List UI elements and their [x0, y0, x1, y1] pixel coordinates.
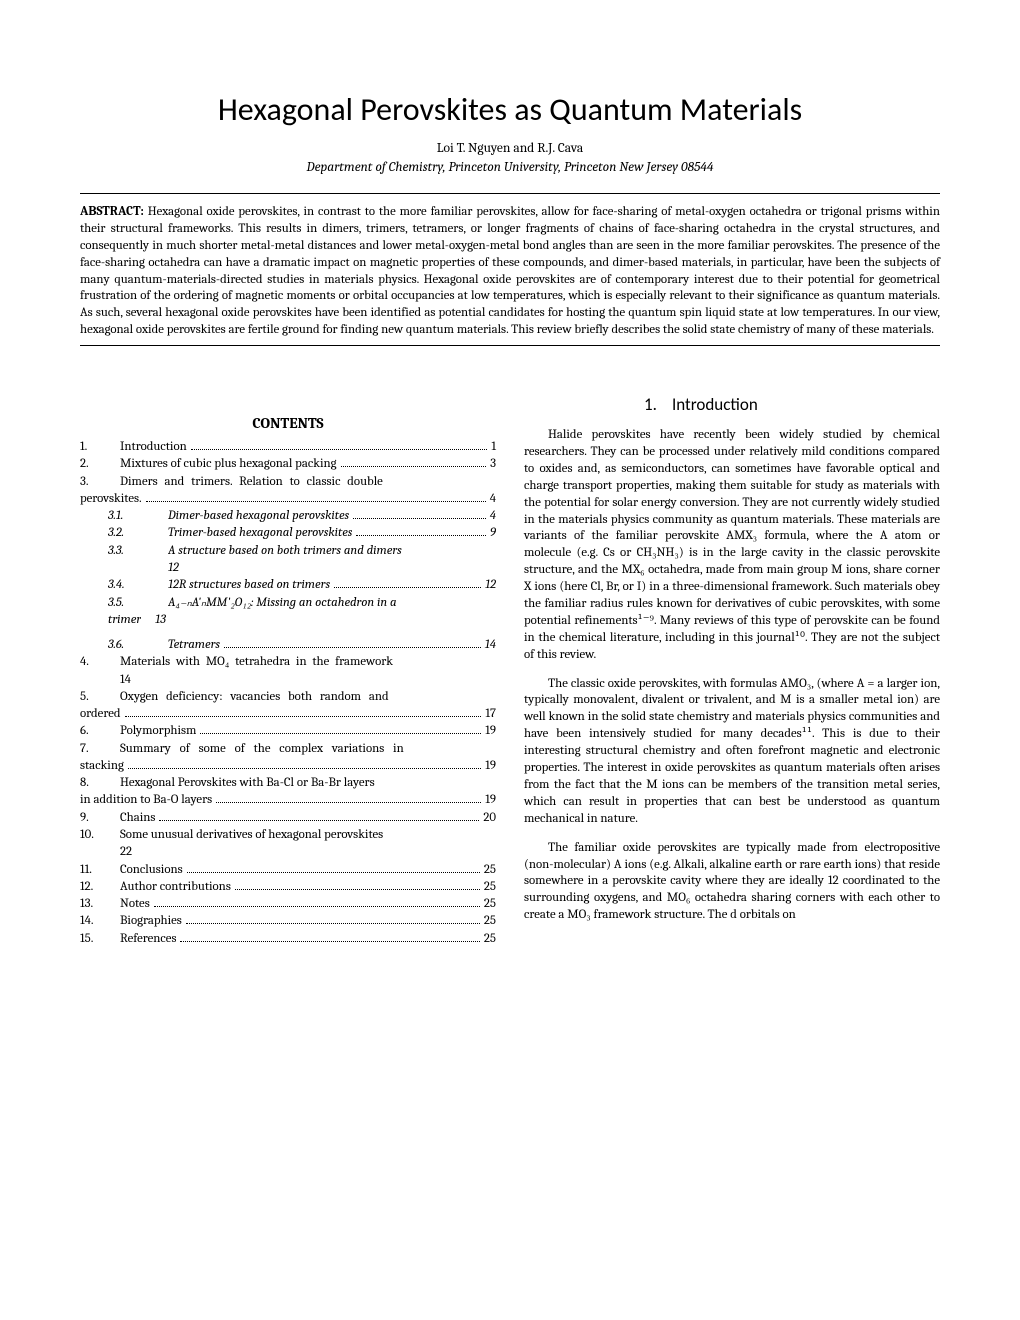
abstract: ABSTRACT: Hexagonal oxide perovskites, i…	[80, 204, 940, 339]
toc-subentry: 3.4. 12R structures based on trimers 12	[80, 576, 496, 593]
toc-entry: 1. Introduction 1	[80, 438, 496, 455]
toc-subentry-cont: 12	[80, 559, 496, 576]
paper-affiliation: Department of Chemistry, Princeton Unive…	[80, 160, 940, 175]
toc-subentry-cont: trimer 13	[80, 611, 496, 628]
paper-authors: Loi T. Nguyen and R.J. Cava	[80, 141, 940, 156]
toc-entry-cont: in addition to Ba-O layers 19	[80, 791, 496, 808]
table-of-contents: 1. Introduction 1 2. Mixtures of cubic p…	[80, 438, 496, 947]
toc-entry: 2. Mixtures of cubic plus hexagonal pack…	[80, 455, 496, 472]
toc-entry: 7. Summary of some of the complex variat…	[80, 740, 496, 757]
two-column-body: CONTENTS 1. Introduction 1 2. Mixtures o…	[80, 394, 940, 947]
toc-entry: 5. Oxygen deficiency: vacancies both ran…	[80, 688, 496, 705]
toc-entry: 15. References 25	[80, 930, 496, 947]
toc-entry-cont: 14	[80, 671, 496, 688]
intro-paragraph: Halide perovskites have recently been wi…	[524, 427, 940, 663]
contents-heading: CONTENTS	[80, 414, 496, 432]
toc-entry-cont: stacking 19	[80, 757, 496, 774]
toc-subentry: 3.1. Dimer-based hexagonal perovskites 4	[80, 507, 496, 524]
toc-entry: 14. Biographies 25	[80, 912, 496, 929]
toc-entry: 10. Some unusual derivatives of hexagona…	[80, 826, 496, 843]
section-heading-introduction: 1.Introduction	[524, 394, 940, 415]
toc-entry: 11. Conclusions 25	[80, 861, 496, 878]
toc-subentry: 3.3. A structure based on both trimers a…	[80, 542, 496, 559]
toc-entry: 6. Polymorphism 19	[80, 722, 496, 739]
toc-entry: 12. Author contributions 25	[80, 878, 496, 895]
intro-paragraph: The familiar oxide perovskites are typic…	[524, 840, 940, 924]
toc-subentry: 3.5. A₄₋ₙA'ₙMM'₂O₁₂: Missing an octahedr…	[80, 594, 496, 611]
toc-entry-cont: perovskites. 4	[80, 490, 496, 507]
right-column: 1.Introduction Halide perovskites have r…	[524, 394, 940, 947]
toc-entry-cont: 22	[80, 843, 496, 860]
abstract-text: Hexagonal oxide perovskites, in contrast…	[80, 204, 940, 337]
divider	[80, 345, 940, 346]
toc-entry: 13. Notes 25	[80, 895, 496, 912]
intro-paragraph: The classic oxide perovskites, with form…	[524, 676, 940, 828]
toc-entry: 4. Materials with MO₄ tetrahedra in the …	[80, 653, 496, 670]
left-column: CONTENTS 1. Introduction 1 2. Mixtures o…	[80, 394, 496, 947]
toc-entry: 9. Chains 20	[80, 809, 496, 826]
divider	[80, 193, 940, 194]
toc-subentry: 3.6. Tetramers 14	[80, 636, 496, 653]
toc-entry: 8. Hexagonal Perovskites with Ba-Cl or B…	[80, 774, 496, 791]
toc-entry-cont: ordered 17	[80, 705, 496, 722]
abstract-label: ABSTRACT:	[80, 204, 144, 219]
paper-title: Hexagonal Perovskites as Quantum Materia…	[80, 90, 940, 129]
toc-subentry: 3.2. Trimer-based hexagonal perovskites …	[80, 524, 496, 541]
toc-entry: 3. Dimers and trimers. Relation to class…	[80, 473, 496, 490]
